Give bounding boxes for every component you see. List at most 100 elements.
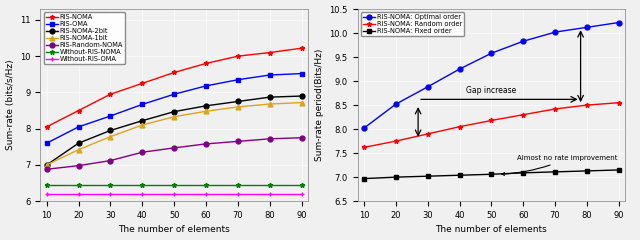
RIS-Random-NOMA	[75, 164, 83, 167]
Line: RIS-NOMA-1bit: RIS-NOMA-1bit	[44, 100, 304, 167]
RIS-NOMA	[170, 71, 178, 74]
Without-RIS-OMA	[43, 192, 51, 195]
Without-RIS-NOMA	[43, 183, 51, 186]
RIS-NOMA: Random order: (60, 8.3): Random order: (60, 8.3)	[520, 113, 527, 116]
RIS-Random-NOMA	[107, 159, 115, 162]
RIS-NOMA	[202, 62, 210, 65]
Without-RIS-OMA	[298, 192, 305, 195]
X-axis label: The number of elements: The number of elements	[118, 225, 230, 234]
RIS-NOMA: Fixed order: (80, 7.13): Fixed order: (80, 7.13)	[583, 169, 591, 172]
RIS-NOMA	[234, 55, 242, 58]
Line: Without-RIS-NOMA: Without-RIS-NOMA	[44, 182, 304, 187]
RIS-NOMA: Optimal order: (80, 10.1): Optimal order: (80, 10.1)	[583, 26, 591, 29]
RIS-NOMA	[43, 126, 51, 128]
Without-RIS-NOMA	[138, 183, 146, 186]
RIS-OMA	[75, 126, 83, 128]
Without-RIS-NOMA	[107, 183, 115, 186]
Legend: RIS-NOMA, RIS-OMA, RIS-NOMA-2bit, RIS-NOMA-1bit, RIS-Random-NOMA, Without-RIS-NO: RIS-NOMA, RIS-OMA, RIS-NOMA-2bit, RIS-NO…	[44, 12, 125, 64]
RIS-NOMA-1bit	[170, 115, 178, 118]
Without-RIS-NOMA	[234, 183, 242, 186]
RIS-Random-NOMA	[298, 136, 305, 139]
RIS-NOMA: Random order: (50, 8.18): Random order: (50, 8.18)	[488, 119, 495, 122]
RIS-NOMA-2bit	[138, 119, 146, 122]
RIS-NOMA: Fixed order: (20, 7): Fixed order: (20, 7)	[392, 176, 399, 179]
RIS-NOMA: Random order: (10, 7.62): Random order: (10, 7.62)	[360, 146, 368, 149]
Text: Almost no rate improvement: Almost no rate improvement	[502, 155, 618, 175]
RIS-NOMA-1bit	[266, 102, 273, 105]
RIS-OMA	[298, 72, 305, 75]
RIS-NOMA: Fixed order: (40, 7.04): Fixed order: (40, 7.04)	[456, 174, 463, 177]
RIS-NOMA: Random order: (40, 8.05): Random order: (40, 8.05)	[456, 125, 463, 128]
Line: RIS-NOMA: Random order: RIS-NOMA: Random order	[362, 100, 621, 150]
RIS-OMA	[43, 142, 51, 145]
RIS-NOMA: Optimal order: (10, 8.02): Optimal order: (10, 8.02)	[360, 127, 368, 130]
RIS-NOMA: Optimal order: (70, 10): Optimal order: (70, 10)	[551, 31, 559, 34]
RIS-Random-NOMA	[234, 140, 242, 143]
RIS-NOMA: Random order: (70, 8.42): Random order: (70, 8.42)	[551, 108, 559, 110]
RIS-OMA	[107, 114, 115, 117]
X-axis label: The number of elements: The number of elements	[435, 225, 547, 234]
RIS-NOMA-1bit	[107, 135, 115, 138]
RIS-NOMA: Optimal order: (30, 8.88): Optimal order: (30, 8.88)	[424, 85, 431, 88]
RIS-NOMA-2bit	[234, 100, 242, 103]
Without-RIS-OMA	[75, 192, 83, 195]
Without-RIS-OMA	[266, 192, 273, 195]
RIS-NOMA	[298, 47, 305, 50]
Legend: RIS-NOMA: Optimal order, RIS-NOMA: Random order, RIS-NOMA: Fixed order: RIS-NOMA: Optimal order, RIS-NOMA: Rando…	[361, 12, 464, 36]
RIS-NOMA	[266, 51, 273, 54]
RIS-NOMA-2bit	[107, 129, 115, 132]
RIS-Random-NOMA	[266, 137, 273, 140]
RIS-OMA	[202, 84, 210, 87]
Y-axis label: Sum-rate period(Bits/Hz): Sum-rate period(Bits/Hz)	[315, 49, 324, 161]
RIS-Random-NOMA	[202, 143, 210, 145]
RIS-NOMA: Optimal order: (90, 10.2): Optimal order: (90, 10.2)	[615, 21, 623, 24]
RIS-NOMA: Optimal order: (60, 9.83): Optimal order: (60, 9.83)	[520, 40, 527, 43]
Without-RIS-OMA	[170, 192, 178, 195]
RIS-NOMA-1bit	[234, 106, 242, 108]
Without-RIS-NOMA	[75, 183, 83, 186]
Without-RIS-NOMA	[170, 183, 178, 186]
Line: RIS-NOMA: Fixed order: RIS-NOMA: Fixed order	[362, 168, 621, 181]
Line: RIS-NOMA: Optimal order: RIS-NOMA: Optimal order	[362, 20, 621, 131]
Line: RIS-NOMA: RIS-NOMA	[44, 46, 304, 129]
RIS-OMA	[170, 93, 178, 96]
Text: Gap increase: Gap increase	[467, 85, 516, 95]
RIS-NOMA-2bit	[75, 142, 83, 145]
RIS-NOMA: Fixed order: (10, 6.97): Fixed order: (10, 6.97)	[360, 177, 368, 180]
RIS-OMA	[266, 74, 273, 77]
Y-axis label: Sum-rate (bits/s/Hz): Sum-rate (bits/s/Hz)	[6, 60, 15, 150]
Line: RIS-NOMA-2bit: RIS-NOMA-2bit	[44, 94, 304, 167]
RIS-NOMA-2bit	[43, 163, 51, 166]
RIS-NOMA-2bit	[202, 104, 210, 107]
Line: RIS-Random-NOMA: RIS-Random-NOMA	[44, 135, 304, 172]
RIS-NOMA	[75, 109, 83, 112]
Without-RIS-NOMA	[266, 183, 273, 186]
RIS-NOMA: Random order: (20, 7.75): Random order: (20, 7.75)	[392, 140, 399, 143]
Without-RIS-NOMA	[202, 183, 210, 186]
Line: RIS-OMA: RIS-OMA	[44, 71, 304, 146]
RIS-NOMA	[138, 82, 146, 85]
RIS-OMA	[138, 103, 146, 106]
Without-RIS-OMA	[138, 192, 146, 195]
Without-RIS-NOMA	[298, 183, 305, 186]
RIS-NOMA: Fixed order: (50, 7.06): Fixed order: (50, 7.06)	[488, 173, 495, 176]
Without-RIS-OMA	[202, 192, 210, 195]
RIS-NOMA: Optimal order: (20, 8.52): Optimal order: (20, 8.52)	[392, 103, 399, 106]
RIS-NOMA: Fixed order: (90, 7.15): Fixed order: (90, 7.15)	[615, 168, 623, 171]
RIS-NOMA: Fixed order: (70, 7.11): Fixed order: (70, 7.11)	[551, 170, 559, 173]
RIS-NOMA-1bit	[138, 124, 146, 126]
RIS-NOMA-1bit	[75, 148, 83, 151]
RIS-NOMA: Fixed order: (60, 7.09): Fixed order: (60, 7.09)	[520, 171, 527, 174]
RIS-NOMA-2bit	[266, 96, 273, 99]
RIS-NOMA	[107, 93, 115, 96]
RIS-NOMA-2bit	[298, 95, 305, 97]
Without-RIS-OMA	[234, 192, 242, 195]
RIS-NOMA: Random order: (80, 8.5): Random order: (80, 8.5)	[583, 104, 591, 107]
Without-RIS-OMA	[107, 192, 115, 195]
RIS-Random-NOMA	[138, 151, 146, 154]
RIS-NOMA: Random order: (90, 8.55): Random order: (90, 8.55)	[615, 101, 623, 104]
RIS-NOMA-1bit	[43, 163, 51, 166]
RIS-NOMA: Optimal order: (50, 9.58): Optimal order: (50, 9.58)	[488, 52, 495, 55]
RIS-Random-NOMA	[43, 168, 51, 171]
RIS-NOMA-1bit	[298, 101, 305, 104]
